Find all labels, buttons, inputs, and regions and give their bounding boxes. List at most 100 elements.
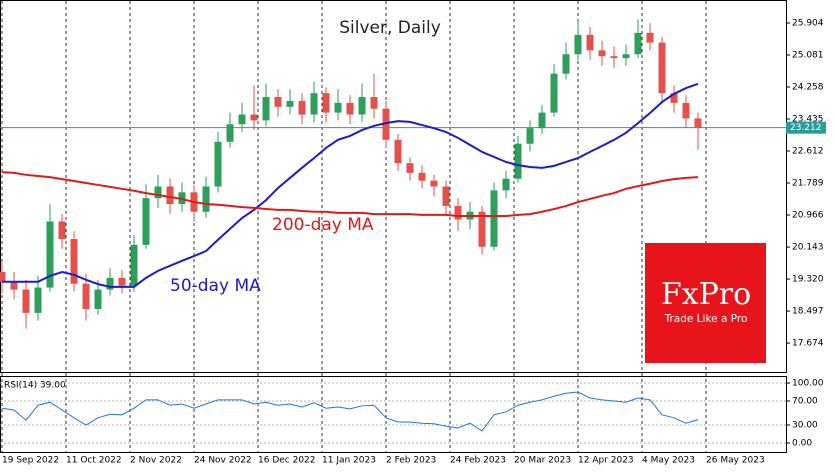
- x-tick-label: 12 Apr 2023: [578, 456, 634, 466]
- y-tick-label: 30.00: [792, 421, 818, 431]
- candle-body: [586, 34, 594, 51]
- candle-body: [538, 112, 546, 129]
- candle-body: [130, 244, 138, 286]
- candle-body: [574, 34, 582, 55]
- candle-body: [286, 100, 294, 107]
- candle-body: [478, 211, 486, 247]
- candle-body: [358, 97, 366, 115]
- x-tick-label: 20 Mar 2023: [514, 456, 571, 466]
- y-tick-label: 18.497: [792, 307, 824, 317]
- candle-body: [394, 139, 402, 164]
- y-tick-label: 70.00: [792, 397, 818, 407]
- candle-body: [490, 190, 498, 247]
- logo-box: [645, 243, 766, 363]
- candle-body: [694, 118, 702, 128]
- logo-tagline: Trade Like a Pro: [664, 313, 748, 325]
- candle-body: [334, 102, 342, 113]
- candle-body: [310, 93, 318, 115]
- y-tick-label: 17.674: [792, 339, 824, 349]
- y-tick-label: 24.258: [792, 83, 824, 93]
- x-tick-label: 24 Nov 2022: [194, 456, 252, 466]
- candle-body: [82, 283, 90, 309]
- candle-body: [598, 50, 606, 57]
- x-tick-label: 24 Feb 2023: [450, 456, 506, 466]
- candle-body: [502, 178, 510, 191]
- candle-body: [322, 93, 330, 113]
- candle-body: [634, 32, 642, 55]
- rsi-label: RSI(14) 39.00: [4, 381, 66, 391]
- candle-body: [346, 102, 354, 115]
- candle-body: [34, 287, 42, 313]
- candle-body: [118, 277, 126, 286]
- candle-body: [622, 54, 630, 59]
- candle-body: [610, 56, 618, 59]
- candle-body: [658, 42, 666, 94]
- candle-body: [46, 221, 54, 288]
- candle-body: [682, 102, 690, 119]
- y-tick-label: 100.00: [792, 379, 824, 389]
- y-tick-label: 25.904: [792, 18, 824, 28]
- candle-body: [142, 198, 150, 245]
- current-price-label: 23.212: [790, 123, 822, 133]
- x-tick-label: 26 May 2023: [706, 456, 765, 466]
- x-tick-label: 16 Dec 2022: [258, 456, 316, 466]
- x-tick-label: 2 Nov 2022: [130, 456, 182, 466]
- candle-body: [214, 141, 222, 187]
- y-tick-label: 23.435: [792, 115, 824, 125]
- candle-body: [430, 180, 438, 187]
- candle-body: [70, 238, 78, 284]
- x-tick-label: 2 Feb 2023: [386, 456, 436, 466]
- candle-body: [202, 186, 210, 212]
- rsi-panel: [0, 376, 787, 453]
- ma-line: [1, 171, 699, 218]
- candle-body: [262, 97, 270, 121]
- candle-body: [166, 186, 174, 204]
- x-tick-label: 19 Sep 2022: [2, 456, 59, 466]
- price-panel: [0, 0, 787, 373]
- candle-body: [22, 289, 30, 313]
- candle-body: [274, 97, 282, 107]
- current-price-box: [786, 121, 826, 134]
- logo: FxPro Trade Like a Pro: [645, 243, 766, 363]
- y-tick-label: 21.789: [792, 179, 824, 189]
- candle-body: [406, 163, 414, 173]
- candle-body: [526, 128, 534, 144]
- ma-label: 50-day MA: [170, 276, 261, 296]
- chart-title: Silver, Daily: [339, 18, 441, 38]
- x-tick-label: 11 Oct 2022: [66, 456, 122, 466]
- y-tick-label: 25.081: [792, 50, 824, 60]
- candle-body: [442, 186, 450, 206]
- candle-body: [58, 221, 66, 239]
- x-tick-label: 11 Jan 2023: [322, 456, 376, 466]
- candle-body: [670, 93, 678, 103]
- candle-body: [250, 114, 258, 121]
- y-tick-label: 20.966: [792, 211, 824, 221]
- candle-body: [382, 108, 390, 140]
- candle-body: [646, 32, 654, 43]
- candle-body: [10, 281, 18, 290]
- ma-label: 200-day MA: [272, 215, 374, 235]
- y-tick-label: 20.143: [792, 243, 824, 253]
- y-tick-label: 0.00: [792, 439, 812, 449]
- candle-body: [106, 277, 114, 290]
- candle-body: [0, 272, 6, 282]
- candle-body: [454, 205, 462, 220]
- candle-body: [298, 100, 306, 115]
- y-tick-label: 19.320: [792, 275, 824, 285]
- candle-body: [370, 97, 378, 109]
- logo-brand: FxPro: [661, 277, 751, 312]
- y-tick-label: 22.612: [792, 147, 824, 157]
- candle-body: [514, 143, 522, 179]
- candle-body: [238, 114, 246, 125]
- candle-body: [226, 124, 234, 142]
- ma-line: [2, 82, 699, 288]
- rsi-line: [1, 391, 699, 432]
- candle-body: [418, 172, 426, 181]
- x-tick-label: 4 May 2023: [642, 456, 695, 466]
- candle-body: [550, 73, 558, 113]
- candle-body: [154, 186, 162, 199]
- candle-body: [94, 289, 102, 309]
- candle-body: [562, 54, 570, 74]
